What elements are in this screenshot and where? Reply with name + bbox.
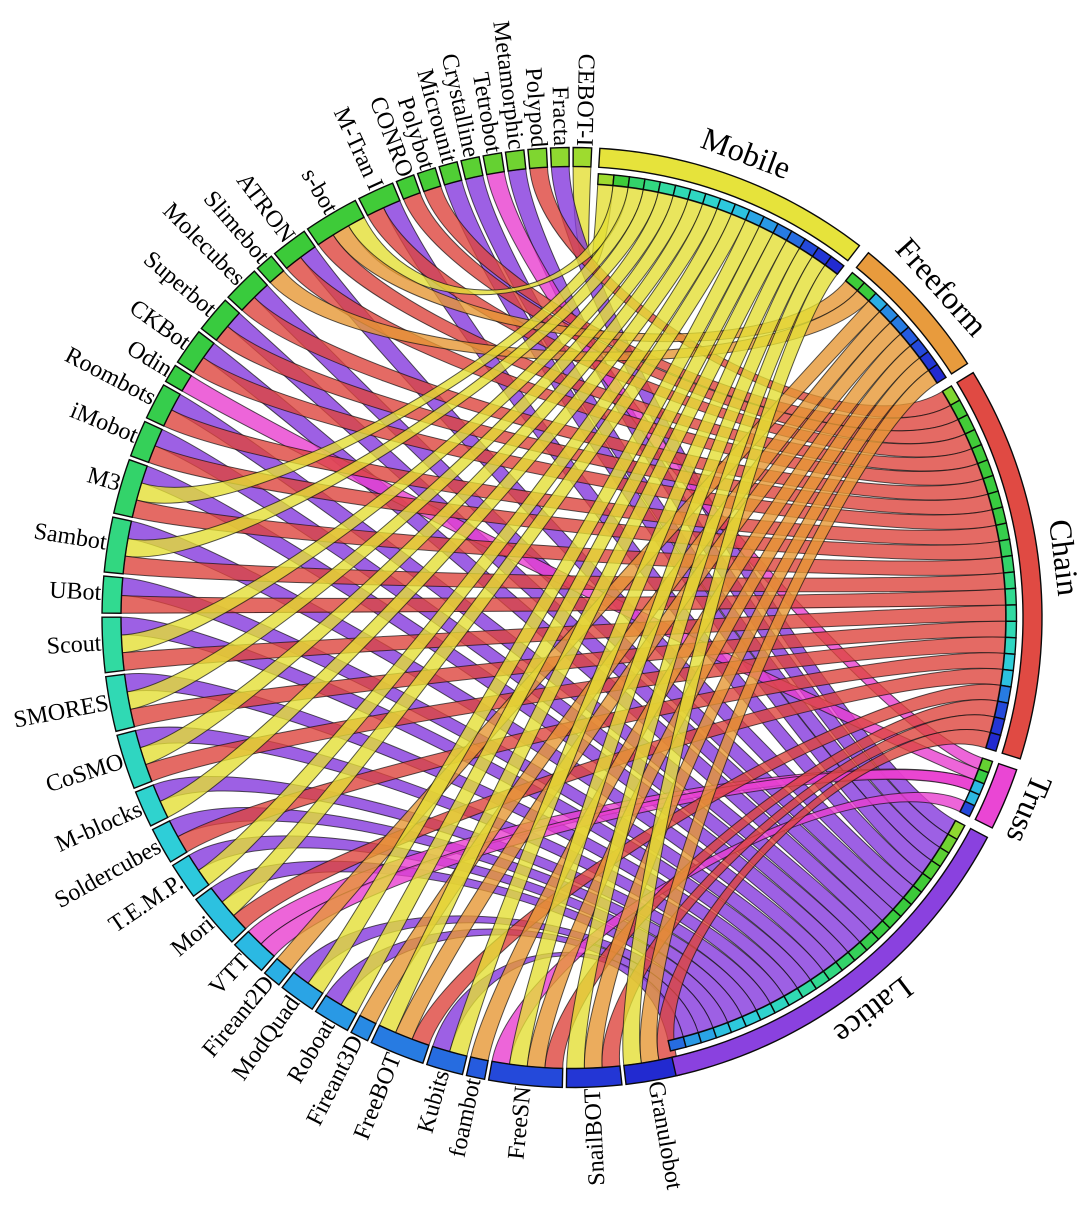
svg-text:Scout: Scout xyxy=(46,631,102,660)
svg-text:Polypod: Polypod xyxy=(520,67,552,149)
svg-text:Fracta: Fracta xyxy=(547,86,575,147)
svg-text:UBot: UBot xyxy=(49,577,103,606)
svg-text:SnailBOT: SnailBOT xyxy=(580,1088,611,1187)
svg-text:CEBOT-I: CEBOT-I xyxy=(571,54,599,147)
